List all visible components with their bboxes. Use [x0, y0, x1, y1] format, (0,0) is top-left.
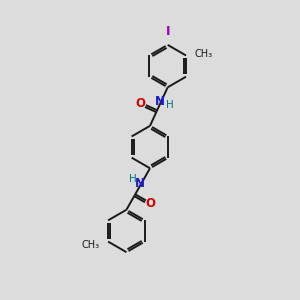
- Text: O: O: [136, 97, 146, 110]
- Text: H: H: [129, 174, 137, 184]
- Text: N: N: [155, 95, 165, 108]
- Text: H: H: [166, 100, 174, 110]
- Text: N: N: [135, 177, 145, 190]
- Text: CH₃: CH₃: [194, 49, 212, 59]
- Text: O: O: [145, 197, 155, 211]
- Text: CH₃: CH₃: [82, 240, 100, 250]
- Text: I: I: [165, 26, 170, 38]
